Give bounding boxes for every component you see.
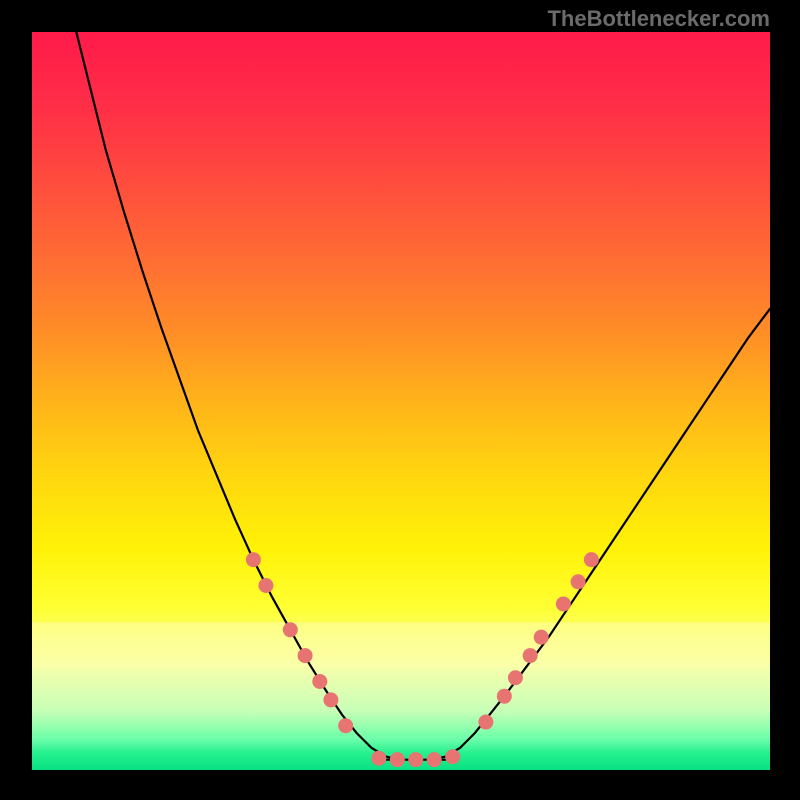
- marker-dot: [371, 751, 386, 766]
- marker-dot: [534, 630, 549, 645]
- marker-dot: [390, 752, 405, 767]
- marker-dot: [298, 648, 313, 663]
- marker-dot: [258, 578, 273, 593]
- marker-dot: [497, 689, 512, 704]
- marker-dot: [478, 715, 493, 730]
- marker-dot: [283, 622, 298, 637]
- plot-area: [32, 32, 770, 770]
- marker-dot: [323, 692, 338, 707]
- marker-dot: [408, 752, 423, 767]
- marker-dot: [445, 749, 460, 764]
- chart-frame: TheBottlenecker.com: [0, 0, 800, 800]
- marker-dot: [508, 670, 523, 685]
- marker-dot: [556, 596, 571, 611]
- marker-dot: [427, 752, 442, 767]
- marker-dot: [338, 718, 353, 733]
- marker-dot: [312, 674, 327, 689]
- watermark-text: TheBottlenecker.com: [547, 6, 770, 32]
- marker-dot: [571, 574, 586, 589]
- pale-yellow-band: [32, 622, 770, 666]
- marker-dot: [523, 648, 538, 663]
- marker-dot: [584, 552, 599, 567]
- marker-dot: [246, 552, 261, 567]
- chart-svg: [32, 32, 770, 770]
